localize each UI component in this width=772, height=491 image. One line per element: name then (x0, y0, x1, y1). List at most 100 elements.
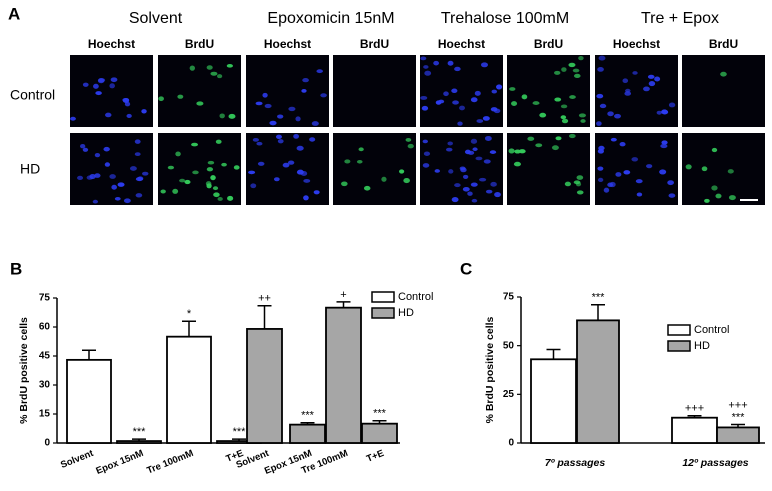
nucleus (646, 164, 653, 169)
legend-label: Control (694, 324, 729, 336)
nucleus (403, 177, 410, 184)
nucleus (269, 120, 277, 126)
micrograph (246, 55, 329, 127)
x-tick-label: Solvent (59, 448, 96, 471)
group-title: Epoxomicin 15nM (267, 10, 394, 27)
nucleus (356, 159, 363, 164)
nucleus (184, 179, 191, 185)
nucleus (122, 97, 130, 104)
bar (289, 423, 326, 444)
nucleus (109, 174, 116, 179)
nucleus (451, 88, 458, 94)
error-bar (182, 320, 196, 337)
y-tick-label: 50 (503, 340, 515, 351)
nucleus (363, 185, 371, 191)
nucleus (248, 170, 256, 175)
nucleus (77, 175, 84, 181)
nucleus (654, 76, 661, 82)
nucleus (479, 177, 487, 182)
micrograph (507, 133, 590, 205)
nucleus (313, 190, 320, 195)
nucleus (95, 91, 102, 96)
significance-label: ++ (258, 293, 271, 305)
nucleus (472, 147, 478, 152)
nucleus (262, 92, 268, 98)
nucleus (142, 171, 149, 176)
nucleus (341, 181, 348, 187)
legend-swatch (371, 307, 395, 319)
nucleus (233, 165, 240, 170)
legend-swatch (667, 340, 691, 352)
nucleus (551, 145, 559, 151)
y-tick-label: 45 (39, 351, 51, 362)
nucleus (491, 89, 497, 94)
nucleus (631, 157, 639, 162)
nucleus (454, 66, 461, 72)
error-bar (82, 349, 96, 360)
nucleus (459, 105, 465, 111)
nucleus (196, 101, 204, 106)
nucleus (80, 144, 86, 149)
nucleus (94, 153, 101, 158)
significance-label: *** (592, 292, 606, 304)
error-bar (336, 301, 351, 308)
nucleus (476, 119, 484, 124)
nucleus (452, 100, 459, 105)
nucleus (423, 65, 429, 69)
micrograph-bg (507, 55, 590, 127)
nucleus (508, 148, 515, 154)
nucleus (424, 70, 432, 76)
error-bar (372, 420, 387, 424)
nucleus (296, 145, 304, 151)
nucleus (447, 141, 453, 146)
nucleus (728, 195, 736, 201)
nucleus (518, 149, 526, 154)
nucleus (532, 101, 540, 105)
nucleus (560, 115, 567, 120)
micrograph (682, 55, 765, 127)
nucleus (103, 146, 110, 152)
nucleus (554, 97, 562, 102)
significance-label: * (187, 308, 192, 320)
nucleus (420, 95, 428, 100)
nucleus (105, 112, 112, 118)
group-title: Trehalose 100mM (441, 10, 569, 27)
nucleus (210, 71, 218, 76)
error-bar (546, 348, 561, 360)
channel-label: Hoechst (613, 37, 660, 51)
micrograph (70, 133, 153, 205)
nucleus (597, 177, 604, 183)
nucleus (320, 93, 327, 98)
row-label: HD (20, 161, 40, 177)
nucleus (561, 67, 567, 72)
channel-label: BrdU (185, 37, 214, 51)
nucleus (597, 166, 604, 171)
nucleus (123, 198, 131, 204)
nucleus (509, 87, 516, 91)
micrograph-bg (70, 55, 153, 127)
nucleus (494, 191, 501, 198)
micrograph (595, 55, 678, 127)
channel-label: Hoechst (88, 37, 135, 51)
nucleus (179, 178, 186, 183)
nucleus (252, 137, 259, 142)
nucleus (70, 116, 76, 121)
nucleus (167, 165, 175, 170)
nucleus (82, 82, 89, 87)
x-tick-label: T+E (365, 448, 386, 465)
bar (116, 440, 162, 444)
nucleus (448, 169, 454, 174)
panel-label: A (8, 4, 20, 23)
nucleus (489, 150, 497, 154)
nucleus (622, 78, 629, 84)
channel-label: BrdU (360, 37, 389, 51)
nucleus (221, 162, 227, 167)
nucleus (117, 182, 125, 187)
nucleus (661, 109, 668, 114)
nucleus (451, 197, 459, 203)
nucleus (135, 193, 143, 198)
x-tick-label: Epox 15nM (94, 448, 145, 477)
micrograph (158, 55, 241, 127)
nucleus (535, 143, 543, 148)
legend-label: Control (398, 291, 433, 303)
